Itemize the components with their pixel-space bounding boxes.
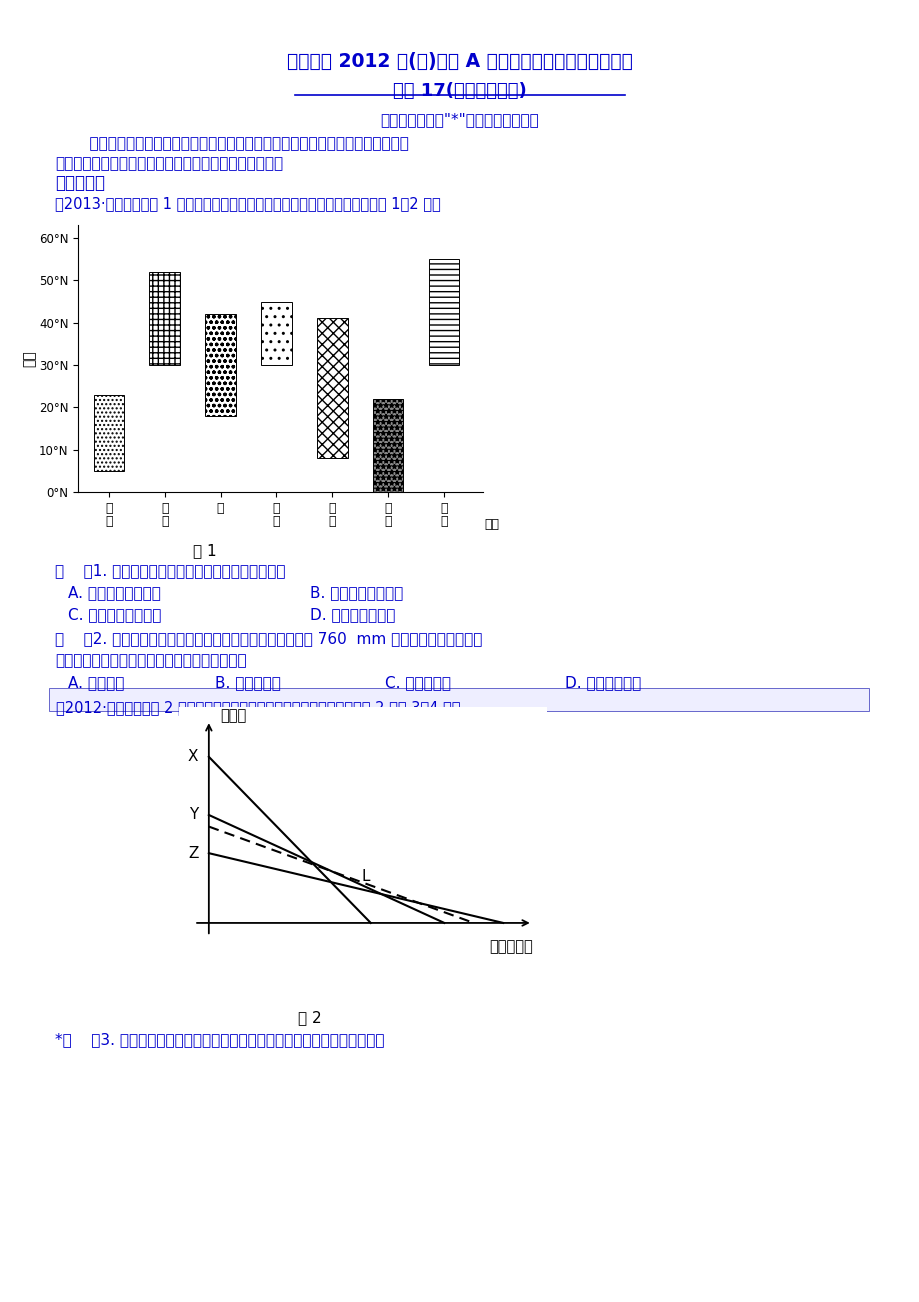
Text: 地理 17(农业区位分析): 地理 17(农业区位分析) — [392, 82, 527, 100]
Text: 农业生产活动对地理环境的影响，区域农业可持续发展）: 农业生产活动对地理环境的影响，区域农业可持续发展） — [55, 156, 283, 171]
Text: 图 2: 图 2 — [298, 1010, 322, 1025]
Y-axis label: 纬度: 纬度 — [22, 350, 36, 367]
Text: 图 1: 图 1 — [193, 543, 217, 559]
FancyBboxPatch shape — [49, 687, 868, 711]
Text: B. 水稻、可可、小麦: B. 水稻、可可、小麦 — [310, 585, 403, 600]
Text: A. 黄淮平原: A. 黄淮平原 — [68, 674, 124, 690]
Bar — [428, 259, 459, 365]
Text: X: X — [187, 750, 199, 764]
Text: D. 湄公河三角洲: D. 湄公河三角洲 — [564, 674, 641, 690]
Text: 量最高。据此推测下列最符合小麦种植的地区是: 量最高。据此推测下列最符合小麦种植的地区是 — [55, 654, 246, 668]
Bar — [316, 319, 347, 458]
Text: 纯收入: 纯收入 — [221, 708, 246, 723]
Text: Y: Y — [189, 807, 199, 823]
Text: （注：题前标有"*"的为特优生必做）: （注：题前标有"*"的为特优生必做） — [380, 112, 539, 128]
Text: C. 咖啡、葡萄、可可: C. 咖啡、葡萄、可可 — [68, 607, 161, 622]
Text: D. 茶、苹果、咖啡: D. 茶、苹果、咖啡 — [310, 607, 395, 622]
Text: 宜宾市高 2012 级(新)高三 A 线（特优）生复习专题训练题: 宜宾市高 2012 级(新)高三 A 线（特优）生复习专题训练题 — [287, 52, 632, 72]
Text: 作物: 作物 — [483, 518, 499, 531]
Text: Z: Z — [188, 846, 199, 861]
Bar — [261, 302, 291, 365]
Text: *（    ）3. 图示造成各农业部门单位面积纯收入随空间发生变化的主要原因是: *（ ）3. 图示造成各农业部门单位面积纯收入随空间发生变化的主要原因是 — [55, 1032, 384, 1047]
Text: （    ）2. 仅从气候条件考虑，若热量充足，小麦在年降水量 760  mm 左右的地区单位面积产: （ ）2. 仅从气候条件考虑，若热量充足，小麦在年降水量 760 mm 左右的地… — [55, 631, 482, 646]
Bar — [149, 272, 180, 365]
Text: C. 亚马孙平原: C. 亚马孙平原 — [384, 674, 450, 690]
Bar — [94, 395, 124, 471]
Text: 考点：农业区位分析（农业区位因素，主要农业地域类型的特点及其形成条件，: 考点：农业区位分析（农业区位因素，主要农业地域类型的特点及其形成条件， — [70, 135, 408, 151]
Text: L: L — [361, 868, 370, 884]
Text: 市场: 市场 — [180, 911, 198, 927]
Text: 距市场距离: 距市场距离 — [488, 940, 532, 954]
Text: B. 印度河平原: B. 印度河平原 — [215, 674, 280, 690]
Bar — [205, 314, 235, 415]
Text: （2013·昆明模拟）图 1 为北半球部分作物最适宜生长的纬度范围示意图，完成 1～2 题。: （2013·昆明模拟）图 1 为北半球部分作物最适宜生长的纬度范围示意图，完成 … — [55, 197, 440, 211]
Text: （2012·南昌模拟）图 2 表示三种农业部门单位面积纯收入空间变化。读图 2 完成 3～4 题。: （2012·南昌模拟）图 2 表示三种农业部门单位面积纯收入空间变化。读图 2 … — [56, 700, 460, 715]
Text: 一、选择题: 一、选择题 — [55, 174, 105, 191]
Text: A. 葡萄、苹果、小麦: A. 葡萄、苹果、小麦 — [68, 585, 161, 600]
Bar — [372, 398, 403, 492]
Text: （    ）1. 下列各组作物中，热量适应范围较狭小的为: （ ）1. 下列各组作物中，热量适应范围较狭小的为 — [55, 562, 285, 578]
